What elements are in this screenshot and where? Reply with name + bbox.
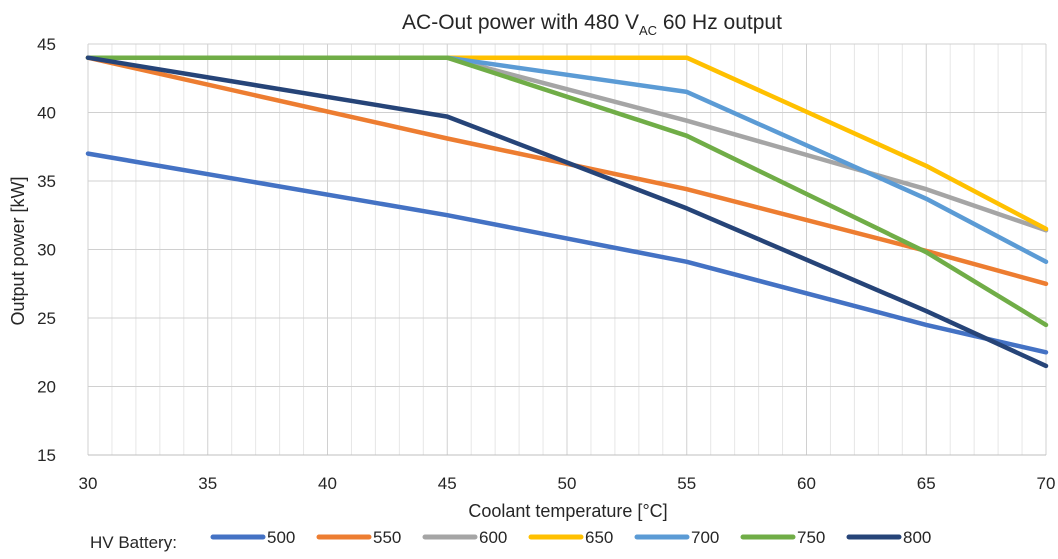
- legend-title: HV Battery:: [90, 533, 177, 552]
- x-tick-label: 35: [198, 474, 217, 493]
- y-tick-label: 20: [37, 378, 56, 397]
- x-tick-label: 70: [1037, 474, 1056, 493]
- y-tick-label: 25: [37, 309, 56, 328]
- y-axis-label: Output power [kW]: [8, 176, 28, 325]
- y-tick-label: 40: [37, 104, 56, 123]
- legend-label-550: 550: [373, 528, 401, 547]
- series-line-500: [85, 151, 1049, 355]
- legend-label-750: 750: [797, 528, 825, 547]
- legend-label-700: 700: [691, 528, 719, 547]
- x-tick-label: 30: [79, 474, 98, 493]
- chart-title-subscript: AC: [639, 23, 657, 38]
- legend-label-600: 600: [479, 528, 507, 547]
- y-tick-label: 15: [37, 446, 56, 465]
- x-tick-label: 45: [438, 474, 457, 493]
- series-line-750: [85, 55, 1049, 328]
- chart-title-suffix: 60 Hz output: [657, 11, 782, 34]
- legend: HV Battery: 500 550 600 650 700 750 800: [90, 528, 931, 552]
- x-tick-label: 40: [318, 474, 337, 493]
- series-line-800: [85, 55, 1049, 369]
- legend-label-800: 800: [903, 528, 931, 547]
- x-tick-label: 60: [797, 474, 816, 493]
- x-axis-label: Coolant temperature [°C]: [468, 501, 667, 521]
- legend-label-650: 650: [585, 528, 613, 547]
- y-tick-label: 30: [37, 241, 56, 260]
- x-tick-label: 65: [917, 474, 936, 493]
- legend-label-500: 500: [267, 528, 295, 547]
- series-lines: [85, 55, 1049, 369]
- x-tick-label: 55: [677, 474, 696, 493]
- x-tick-label: 50: [558, 474, 577, 493]
- y-tick-label: 45: [37, 35, 56, 54]
- y-tick-label: 35: [37, 172, 56, 191]
- tick-labels: 30 35 40 45 50 55 60 65 70 15 20 25 30 35 40 45: [37, 35, 1055, 493]
- chart-title: AC-Out power with 480 VAC 60 Hz output: [402, 11, 782, 38]
- gridlines: [87, 43, 1047, 456]
- chart-title-prefix: AC-Out power with 480 V: [402, 11, 639, 34]
- series-line-550: [85, 55, 1049, 287]
